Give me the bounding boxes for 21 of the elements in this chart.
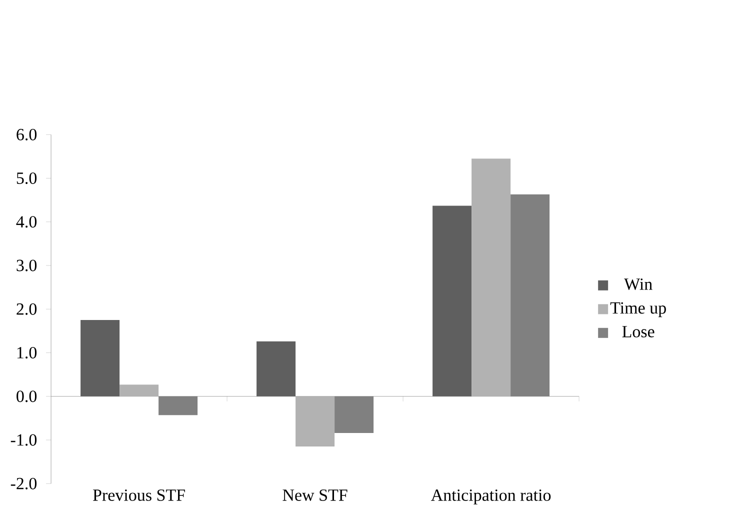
bar <box>256 341 296 396</box>
y-tick-label: 3.0 <box>16 260 37 272</box>
y-tick-label: 1.0 <box>17 346 37 359</box>
legend-label: Time up <box>610 302 666 318</box>
bar <box>120 384 159 396</box>
x-tick-label: New STF <box>282 489 348 501</box>
y-tick-label: -1.0 <box>10 434 37 446</box>
bar <box>80 320 120 396</box>
y-tick-label: 0.0 <box>16 390 37 402</box>
bar <box>432 206 472 396</box>
y-tick-label: -2.0 <box>10 478 37 490</box>
bar <box>296 396 335 447</box>
y-tick-label: 4.0 <box>16 216 37 228</box>
legend-label: Lose <box>622 326 654 338</box>
y-tick-label: 6.0 <box>16 128 37 140</box>
legend-label: Win <box>624 278 652 290</box>
y-tick-label: 2.0 <box>16 303 37 315</box>
x-tick-label: Anticipation ratio <box>431 489 551 504</box>
y-tick-label: 5.0 <box>16 172 37 184</box>
bar <box>472 158 511 396</box>
x-tick-label: Previous STF <box>93 489 185 501</box>
